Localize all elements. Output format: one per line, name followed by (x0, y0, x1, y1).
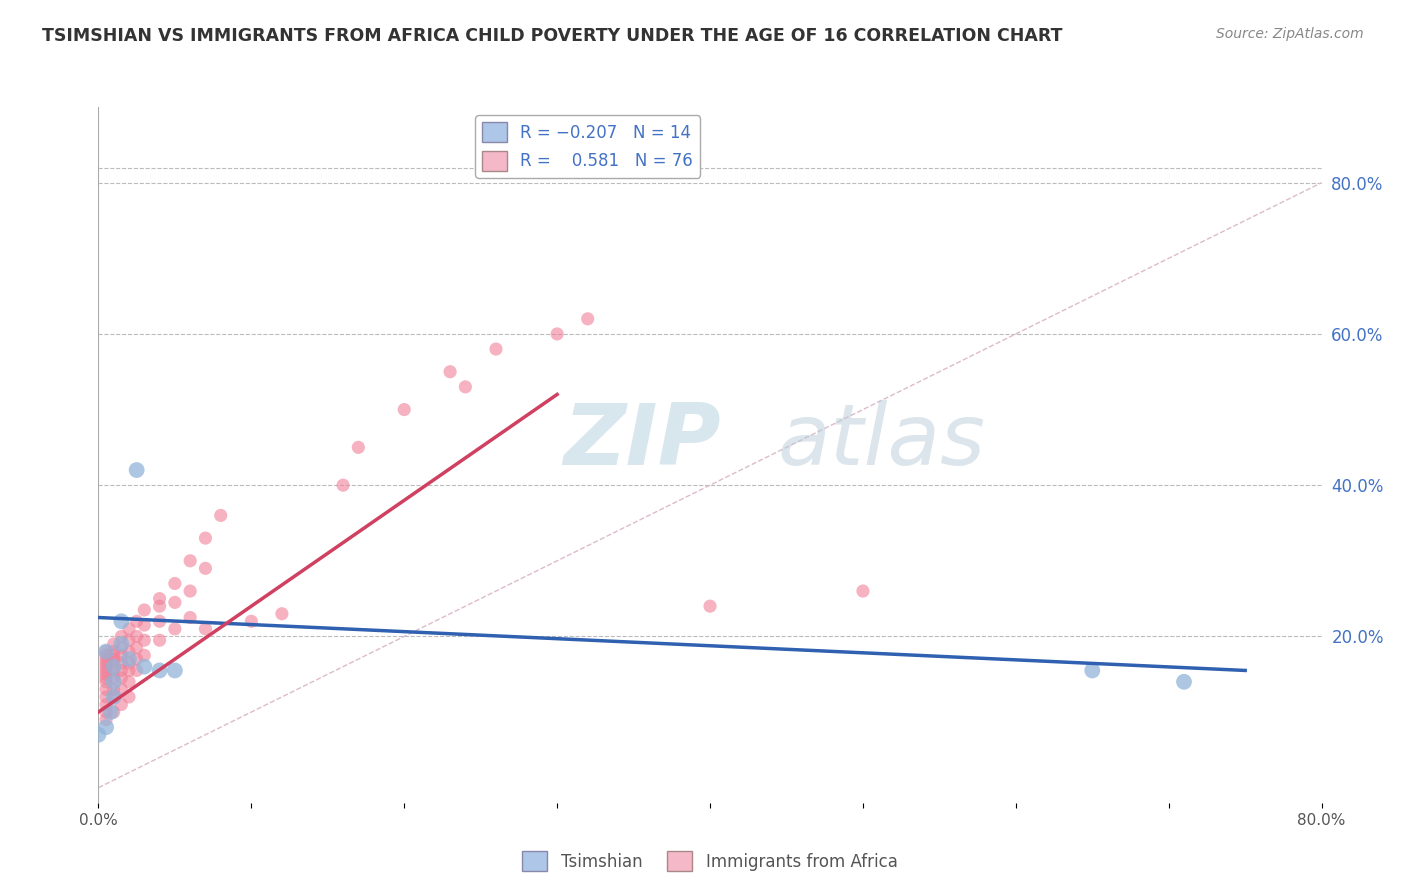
Point (103, 656, 125, 670)
Point (149, 599, 172, 614)
Point (347, 441, 370, 455)
Point (94, 674, 117, 689)
Point (94, 656, 117, 670)
Point (94, 698, 117, 712)
Point (439, 365, 461, 379)
Point (179, 610, 201, 624)
Point (110, 640, 132, 655)
Point (110, 698, 132, 712)
Point (87, 728, 110, 742)
Point (125, 463, 148, 477)
Point (94, 659, 117, 673)
Point (118, 656, 141, 670)
Point (100, 705, 122, 719)
Point (94, 648, 117, 663)
Point (94, 667, 117, 681)
Point (392, 402, 416, 417)
Point (110, 629, 132, 643)
Point (270, 607, 292, 621)
Point (163, 664, 186, 678)
Point (240, 615, 263, 629)
Point (110, 664, 132, 678)
Text: atlas: atlas (778, 400, 986, 483)
Point (125, 629, 148, 643)
Point (103, 664, 125, 678)
Point (103, 690, 125, 704)
Point (94, 644, 117, 658)
Point (149, 664, 172, 678)
Point (103, 674, 125, 689)
Legend: Tsimshian, Immigrants from Africa: Tsimshian, Immigrants from Africa (516, 845, 904, 878)
Point (194, 561, 217, 575)
Point (94, 671, 117, 685)
Point (125, 615, 148, 629)
Point (103, 690, 125, 704)
Point (94, 682, 117, 697)
Point (103, 671, 125, 685)
Point (103, 705, 125, 719)
Point (852, 584, 875, 599)
Point (118, 664, 141, 678)
Point (118, 622, 141, 636)
Point (134, 618, 156, 632)
Point (118, 652, 141, 666)
Point (110, 637, 132, 651)
Point (103, 644, 125, 658)
Point (209, 508, 232, 523)
Point (546, 326, 568, 341)
Point (125, 664, 148, 678)
Point (485, 342, 508, 356)
Point (149, 591, 172, 606)
Point (179, 584, 201, 599)
Point (125, 640, 148, 655)
Point (103, 682, 125, 697)
Point (118, 674, 141, 689)
Point (194, 531, 217, 545)
Point (1081, 664, 1104, 678)
Point (149, 615, 172, 629)
Point (94, 720, 117, 734)
Point (110, 656, 132, 670)
Point (332, 478, 354, 492)
Point (94, 664, 117, 678)
Point (94, 690, 117, 704)
Text: Source: ZipAtlas.com: Source: ZipAtlas.com (1216, 27, 1364, 41)
Text: TSIMSHIAN VS IMMIGRANTS FROM AFRICA CHILD POVERTY UNDER THE AGE OF 16 CORRELATIO: TSIMSHIAN VS IMMIGRANTS FROM AFRICA CHIL… (42, 27, 1063, 45)
Point (134, 648, 156, 663)
Point (103, 659, 125, 673)
Point (179, 554, 201, 568)
Point (118, 633, 141, 648)
Point (125, 652, 148, 666)
Point (110, 648, 132, 663)
Point (94, 644, 117, 658)
Point (103, 648, 125, 663)
Point (194, 622, 217, 636)
Point (103, 652, 125, 666)
Point (699, 599, 721, 614)
Point (163, 595, 186, 609)
Point (103, 637, 125, 651)
Point (454, 380, 477, 394)
Point (134, 659, 156, 673)
Point (118, 690, 141, 704)
Point (110, 671, 132, 685)
Point (134, 603, 156, 617)
Point (94, 713, 117, 727)
Point (94, 652, 117, 666)
Point (1173, 674, 1195, 689)
Point (163, 576, 186, 591)
Point (110, 682, 132, 697)
Point (94, 705, 117, 719)
Point (118, 644, 141, 658)
Point (110, 615, 132, 629)
Point (149, 633, 172, 648)
Text: ZIP: ZIP (564, 400, 721, 483)
Point (163, 622, 186, 636)
Point (134, 633, 156, 648)
Point (576, 311, 599, 326)
